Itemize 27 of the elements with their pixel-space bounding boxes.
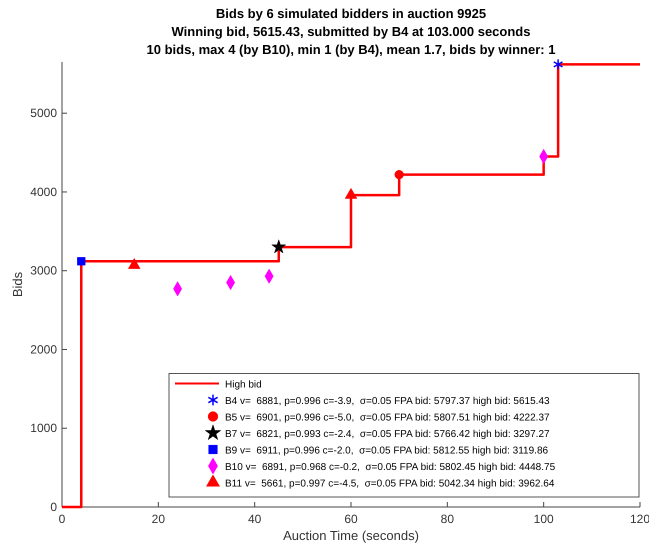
y-axis-title: Bids: [10, 271, 25, 298]
x-tick-label: 100: [534, 512, 554, 526]
x-tick-label: 20: [152, 512, 166, 526]
point: [272, 240, 286, 254]
y-tick-label: 1000: [30, 421, 58, 436]
legend-label: B7 v= 6821, p=0.993 c=-2.4, σ=0.05 FPA bid: 5766.42 high bid: 3297.27: [225, 429, 550, 440]
chart-title: Bids by 6 simulated bidders in auction 9925: [216, 6, 486, 21]
x-tick-label: 0: [58, 512, 66, 526]
x-tick-label: 80: [440, 512, 454, 526]
point: [553, 58, 564, 70]
y-tick-label: 4000: [30, 184, 58, 199]
point: [77, 257, 86, 266]
y-tick-label: 5000: [30, 106, 58, 120]
y-tick-label: 0: [50, 500, 58, 514]
legend-label: B10 v= 6891, p=0.968 c=-0.2, σ=0.05 FPA bid: 5802.45 high bid: 4448.75: [225, 462, 556, 473]
legend-label: B9 v= 6911, p=0.996 c=-2.0, σ=0.05 FPA bid: 5812.55 high bid: 3119.86: [225, 446, 549, 456]
y-tick-label: 2000: [30, 342, 58, 356]
legend-label: High bid: [225, 380, 262, 390]
legend-label: B4 v= 6881, p=0.996 c=-3.9, σ=0.05 FPA bid: 5797.37 high bid: 5615.43: [225, 396, 550, 407]
x-tick-label: 60: [344, 512, 358, 526]
y-tick-label: 3000: [30, 264, 58, 278]
x-axis-title: Auction Time (seconds): [283, 528, 419, 543]
legend-label: B5 v= 6901, p=0.996 c=-5.0, σ=0.05 FPA bid: 5807.51 high bid: 4222.37: [225, 412, 550, 424]
point: [394, 170, 404, 180]
x-tick-label: 40: [248, 512, 262, 526]
legend-label: B11 v= 5661, p=0.997 c=-4.5, σ=0.05 FPA bid: 5042.34 high bid: 3962.64: [225, 478, 555, 490]
chart-subtitle: Winning bid, 5615.43, submitted by B4 at 103.000 seconds 10 bids, max 4 (by B10), min 1 (by B4), mean 1.7, bids by winner: 1: [146, 24, 556, 57]
